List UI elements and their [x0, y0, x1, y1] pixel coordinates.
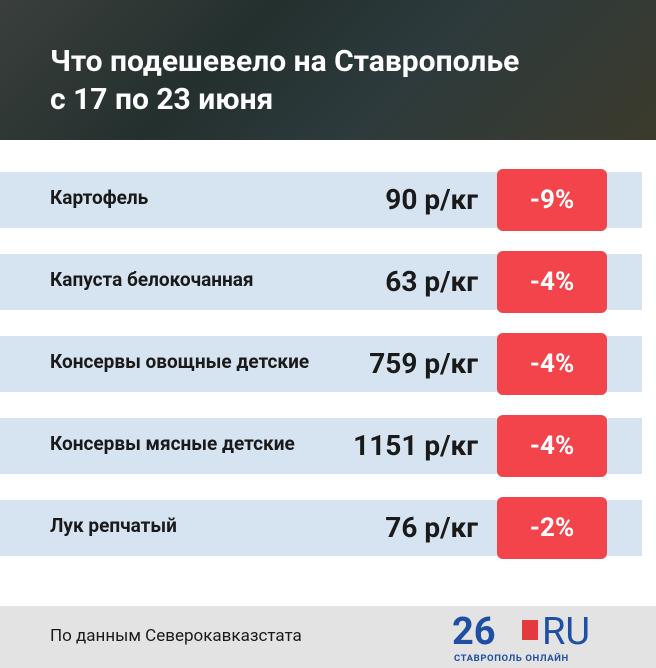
price-change: -2% [497, 497, 607, 559]
logo-number: 26 [452, 610, 496, 654]
price-change: -4% [497, 333, 607, 395]
price-change: -4% [497, 251, 607, 313]
price: 90 р/кг [385, 183, 478, 216]
title: Что подешевело на Ставрополье [50, 44, 520, 79]
price-change: -4% [497, 415, 607, 477]
table-row: Картофель 90 р/кг -9% [0, 169, 642, 231]
price: 1151 р/кг [353, 429, 478, 462]
table-row: Лук репчатый 76 р/кг -2% [0, 497, 642, 559]
price-change: -9% [497, 169, 607, 231]
table-row: Капуста белокочанная 63 р/кг -4% [0, 251, 642, 313]
footer: По данным Северокавказстата 26 RU СТАВРО… [0, 606, 656, 668]
source: По данным Северокавказстата [50, 626, 302, 646]
table-row: Консервы овощные детские 759 р/кг -4% [0, 333, 642, 395]
title: с 17 по 23 июня [50, 82, 274, 117]
price: 63 р/кг [385, 265, 478, 298]
logo-domain: RU [542, 610, 591, 654]
logo-square [522, 620, 538, 640]
product-name: Консервы мясные детские [50, 432, 295, 455]
price: 759 р/кг [369, 347, 478, 380]
price: 76 р/кг [385, 511, 478, 544]
header: Что подешевело на Ставрополье с 17 по 23… [0, 0, 656, 140]
product-name: Лук репчатый [50, 514, 177, 537]
product-name: Картофель [50, 186, 149, 209]
table-row: Консервы мясные детские 1151 р/кг -4% [0, 415, 642, 477]
logo-tagline: СТАВРОПОЛЬ ОНЛАЙН [454, 653, 569, 664]
product-name: Консервы овощные детские [50, 350, 310, 373]
product-name: Капуста белокочанная [50, 268, 254, 291]
